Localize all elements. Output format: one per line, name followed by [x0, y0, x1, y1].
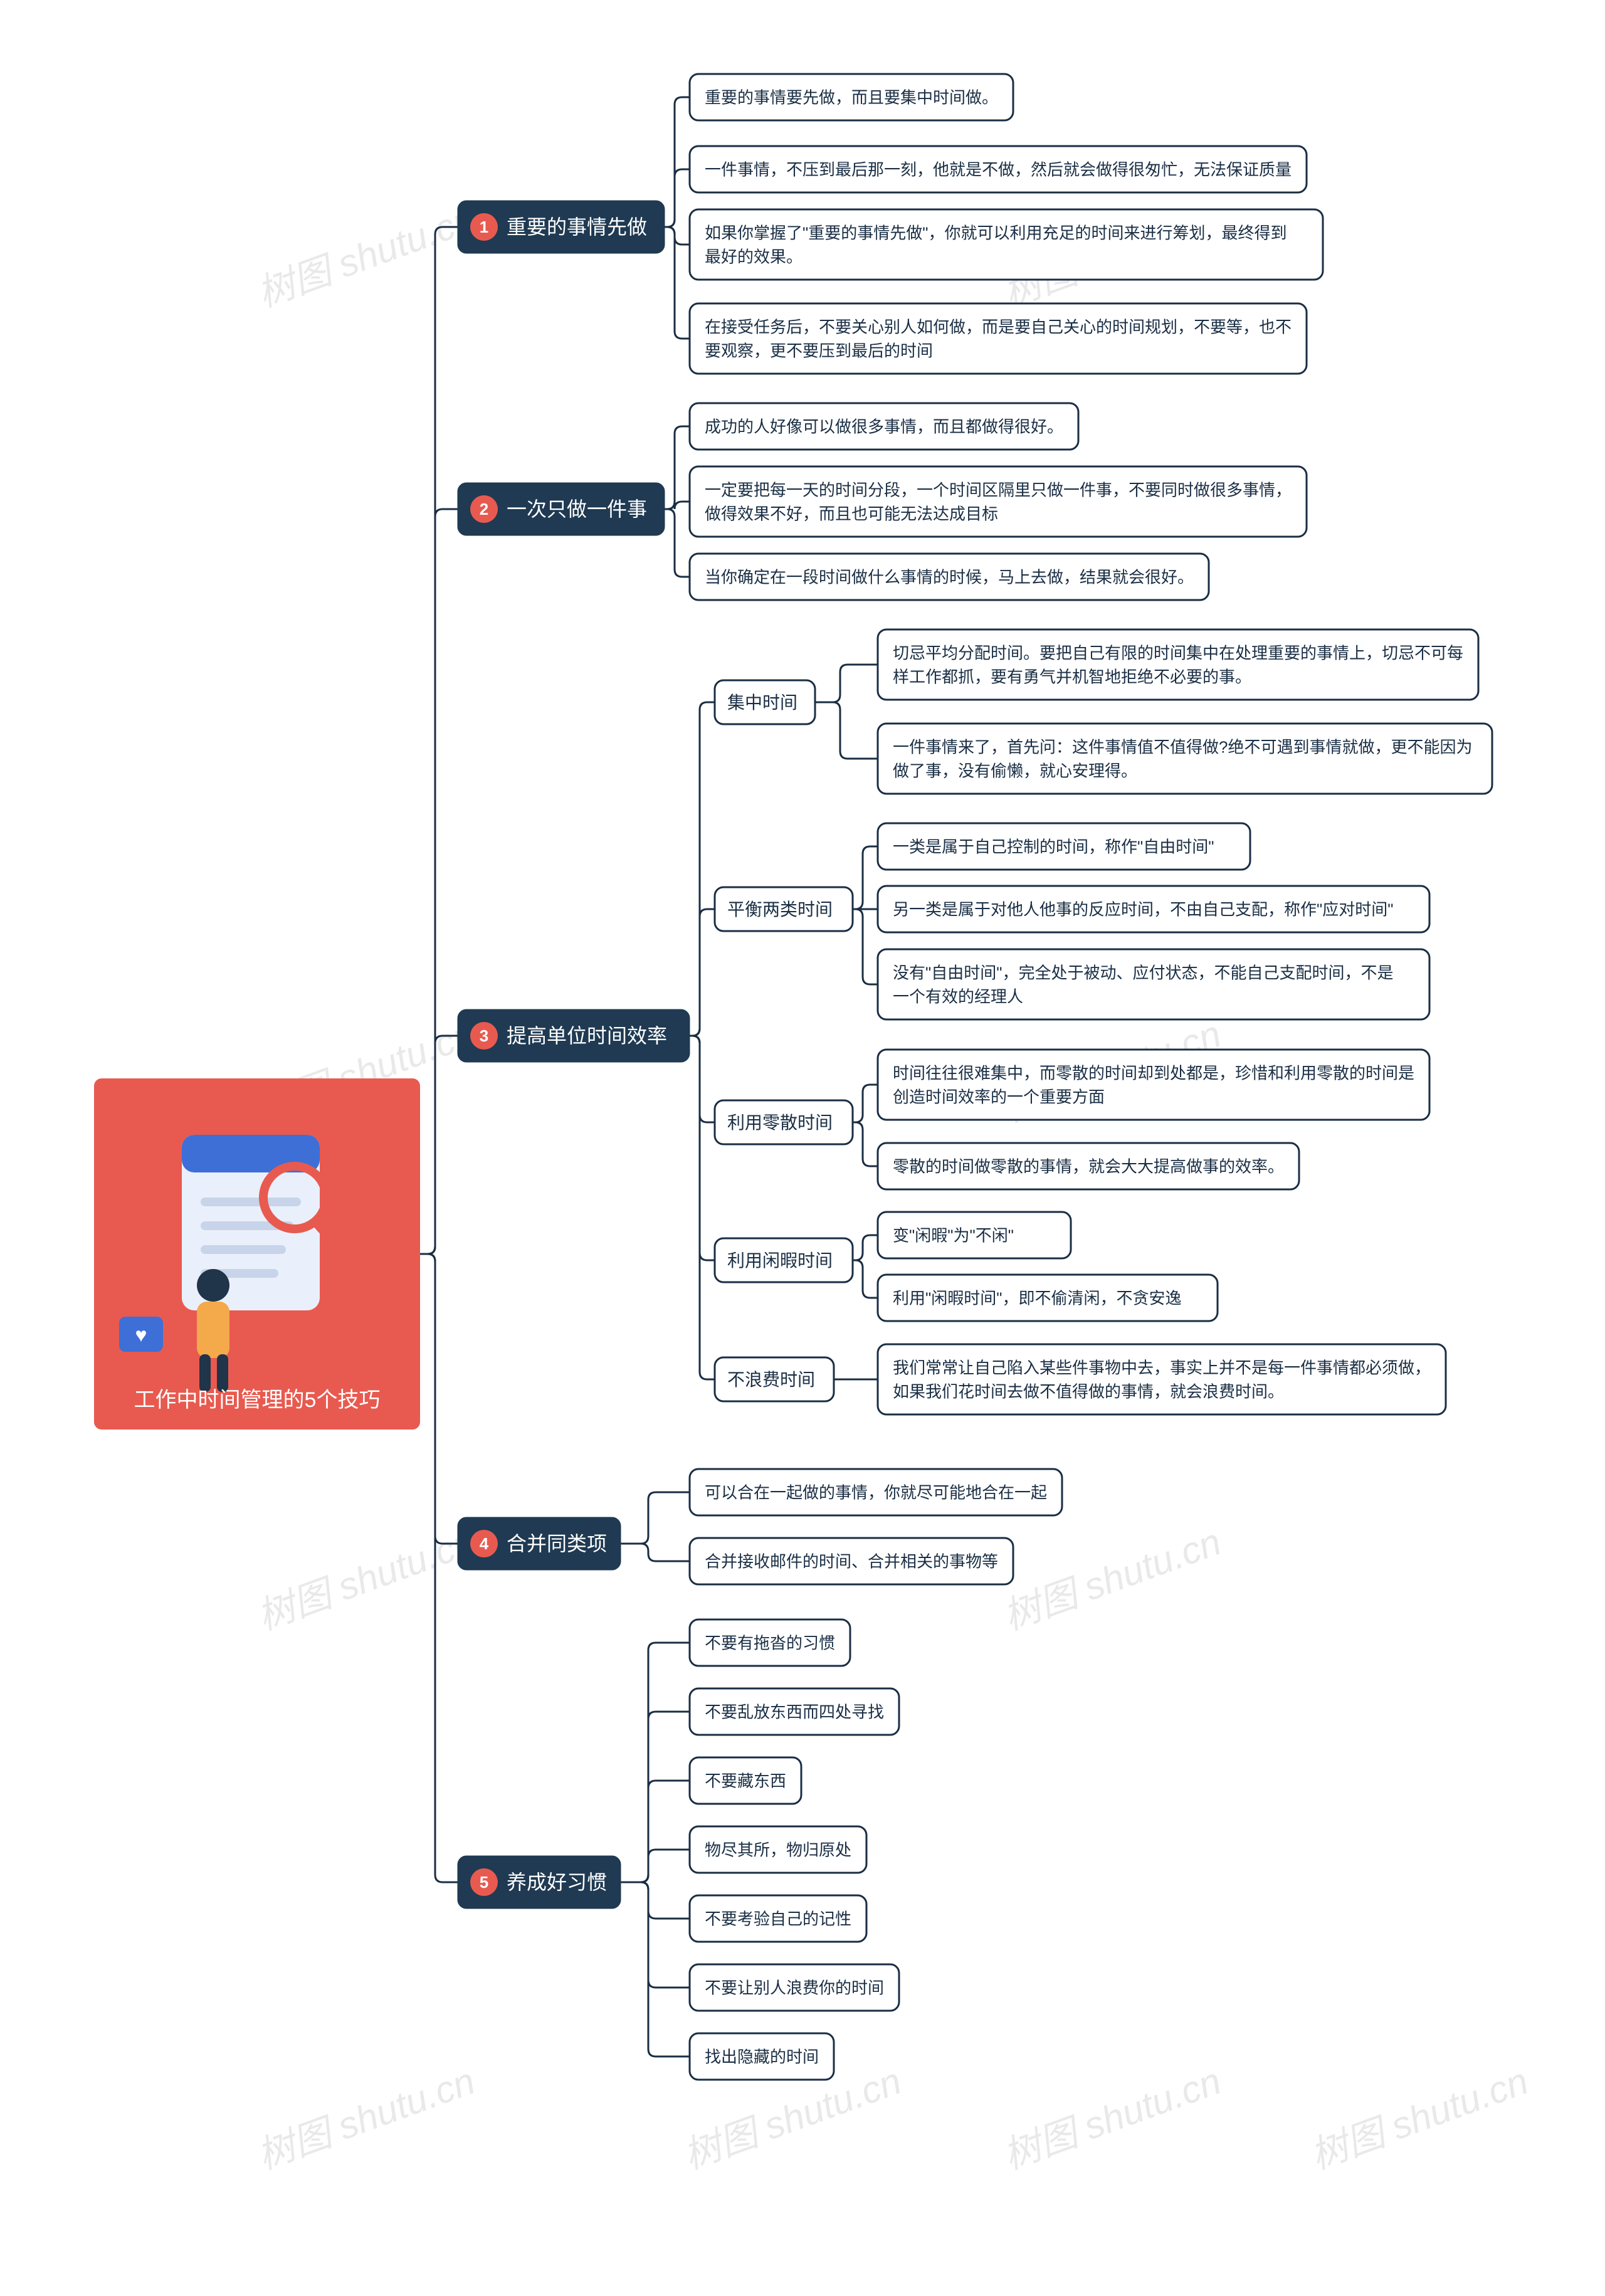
leaf-text: 如果我们花时间去做不值得做的事情，就会浪费时间。 [893, 1382, 1284, 1401]
leaf-text: 找出隐藏的时间 [705, 2048, 819, 2067]
leaf-text: 在接受任务后，不要关心别人如何做，而是要自己关心的时间规划，不要等，也不 [705, 318, 1292, 337]
leaf-node [878, 629, 1478, 700]
watermark: 树图 shutu.cn [998, 1520, 1226, 1638]
root-title: 工作中时间管理的5个技巧 [134, 1388, 381, 1412]
leaf-text: 我们常常让自己陷入某些件事物中去，事实上并不是每一件事情都必须做， [893, 1359, 1431, 1377]
leaf-text: 变"闲暇"为"不闲" [893, 1226, 1014, 1245]
leaf-text: 没有"自由时间"，完全处于被动、应付状态，不能自己支配时间，不是 [893, 964, 1393, 982]
leaf-text: 一个有效的经理人 [893, 987, 1023, 1006]
branch-number: 5 [480, 1873, 488, 1892]
root-icon-heart: ♥ [135, 1324, 147, 1346]
branch-label: 养成好习惯 [507, 1871, 607, 1893]
leaf-text: 一件事情，不压到最后那一刻，他就是不做，然后就会做得很匆忙，无法保证质量 [705, 161, 1292, 179]
leaf-text: 不要乱放东西而四处寻找 [705, 1703, 884, 1722]
branch-label: 合并同类项 [507, 1532, 607, 1555]
root-icon-line [201, 1245, 286, 1254]
root-icon-person-head [197, 1269, 229, 1302]
branch-number: 3 [480, 1026, 488, 1045]
leaf-node [878, 1344, 1446, 1414]
root-icon-line [201, 1198, 301, 1206]
branch-label: 提高单位时间效率 [507, 1024, 667, 1047]
watermark: 树图 shutu.cn [1305, 2060, 1534, 2177]
branch-label: 重要的事情先做 [507, 216, 647, 238]
watermark: 树图 shutu.cn [252, 2060, 480, 2177]
leaf-text: 物尽其所，物归原处 [705, 1841, 851, 1860]
sub-label: 利用零散时间 [727, 1113, 833, 1132]
leaf-text: 不要有拖沓的习惯 [705, 1634, 835, 1653]
leaf-text: 样工作都抓，要有勇气并机智地拒绝不必要的事。 [893, 668, 1251, 687]
leaf-text: 做得效果不好，而且也可能无法达成目标 [705, 505, 998, 524]
leaf-node [878, 1050, 1429, 1120]
leaf-text: 一类是属于自己控制的时间，称作"自由时间" [893, 838, 1214, 856]
watermark: 树图 shutu.cn [998, 2060, 1226, 2177]
root-icon-person-leg [199, 1354, 211, 1392]
sub-label: 平衡两类时间 [727, 900, 833, 919]
leaf-text: 重要的事情要先做，而且要集中时间做。 [705, 88, 998, 107]
leaf-text: 可以合在一起做的事情，你就尽可能地合在一起 [705, 1483, 1047, 1502]
leaf-text: 切忌平均分配时间。要把自己有限的时间集中在处理重要的事情上，切忌不可每 [893, 644, 1463, 663]
sub-label: 不浪费时间 [727, 1370, 815, 1389]
watermark: 树图 shutu.cn [252, 197, 480, 315]
leaf-node [690, 303, 1307, 374]
leaf-node [878, 949, 1429, 1019]
leaf-text: 一定要把每一天的时间分段，一个时间区隔里只做一件事，不要同时做很多事情， [705, 481, 1292, 500]
leaf-text: 合并接收邮件的时间、合并相关的事物等 [705, 1552, 998, 1571]
leaf-text: 当你确定在一段时间做什么事情的时候，马上去做，结果就会很好。 [705, 568, 1194, 587]
leaf-text: 一件事情来了，首先问：这件事情值不值得做?绝不可遇到事情就做，更不能因为 [893, 738, 1472, 757]
leaf-text: 最好的效果。 [705, 248, 802, 266]
root-icon-person-leg [217, 1354, 228, 1392]
branch-label: 一次只做一件事 [507, 498, 647, 520]
leaf-text: 创造时间效率的一个重要方面 [893, 1088, 1105, 1107]
branch-number: 4 [480, 1534, 489, 1553]
leaf-node [878, 724, 1492, 794]
leaf-text: 另一类是属于对他人他事的反应时间，不由自己支配，称作"应对时间" [893, 900, 1393, 919]
leaf-text: 不要考验自己的记性 [705, 1910, 851, 1929]
leaf-text: 做了事，没有偷懒，就心安理得。 [893, 762, 1137, 781]
root-icon-person-body [197, 1302, 229, 1358]
leaf-text: 时间往往很难集中，而零散的时间却到处都是，珍惜和利用零散的时间是 [893, 1064, 1414, 1083]
leaf-text: 利用"闲暇时间"，即不偷清闲，不贪安逸 [893, 1289, 1181, 1308]
leaf-text: 要观察，更不要压到最后的时间 [705, 342, 933, 361]
branch-number: 1 [480, 218, 488, 236]
leaf-node [690, 209, 1323, 280]
watermark: 树图 shutu.cn [252, 1520, 480, 1638]
branch-number: 2 [480, 500, 488, 519]
leaf-text: 如果你掌握了"重要的事情先做"，你就可以利用充足的时间来进行筹划，最终得到 [705, 224, 1287, 243]
leaf-text: 不要藏东西 [705, 1772, 786, 1791]
leaf-node [690, 466, 1307, 537]
leaf-text: 不要让别人浪费你的时间 [705, 1979, 884, 1998]
leaf-text: 零散的时间做零散的事情，就会大大提高做事的效率。 [893, 1157, 1284, 1176]
sub-label: 利用闲暇时间 [727, 1251, 833, 1270]
leaf-text: 成功的人好像可以做很多事情，而且都做得很好。 [705, 418, 1063, 436]
sub-label: 集中时间 [727, 693, 797, 712]
